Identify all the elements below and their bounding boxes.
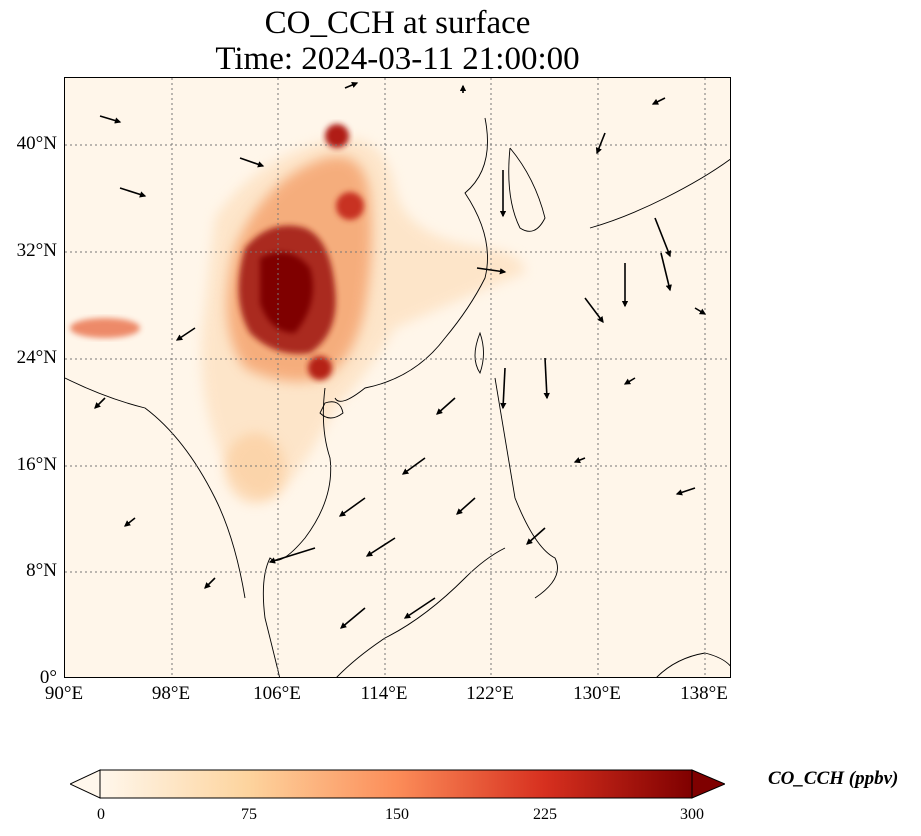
colorbar-gradient — [99, 769, 693, 799]
wind-vector — [204, 577, 216, 589]
wind-vector — [403, 597, 436, 619]
lon-tick-label: 114°E — [360, 683, 408, 704]
myanmar-border — [65, 377, 246, 599]
colorbar-extend-max — [691, 769, 725, 799]
china-coast — [334, 117, 488, 402]
hotspot-southeast — [308, 356, 332, 380]
lat-tick-label: 32°N — [16, 240, 57, 261]
map-canvas — [65, 78, 730, 677]
lon-tick-label: 98°E — [151, 683, 191, 704]
map-panel — [64, 77, 731, 678]
hotspot-north — [325, 124, 349, 148]
wind-vector — [268, 547, 316, 564]
indochina-coast — [262, 387, 332, 677]
wind-vector — [584, 297, 604, 324]
plume-indochina — [225, 433, 285, 503]
wind-vector — [340, 607, 366, 629]
lat-tick-label: 24°N — [16, 347, 57, 368]
plume-core — [260, 252, 313, 333]
wind-vector — [500, 367, 507, 410]
wind-vector — [623, 377, 636, 385]
wind-vector — [595, 132, 606, 155]
lon-tick-label: 122°E — [466, 683, 514, 704]
concentration-field — [70, 124, 525, 503]
plume-west — [70, 318, 140, 338]
wind-vector — [526, 527, 546, 545]
colorbar-tick-label: 75 — [241, 806, 257, 823]
korea-peninsula — [508, 147, 546, 232]
wind-vector — [401, 457, 426, 475]
coastlines — [65, 117, 730, 677]
hainan-island — [319, 401, 344, 419]
lon-tick-label: 138°E — [680, 683, 728, 704]
wind-vector — [99, 115, 122, 124]
wind-vector — [365, 537, 396, 557]
lon-tick-label: 106°E — [253, 683, 301, 704]
lon-tick-label: 90°E — [44, 683, 84, 704]
colorbar-tick-label: 300 — [680, 806, 704, 823]
wind-vectors — [94, 82, 707, 629]
wind-vector — [119, 187, 147, 198]
colorbar-extend-min — [70, 769, 101, 799]
gridlines — [65, 78, 730, 677]
wind-vector — [543, 357, 550, 400]
malay-borneo — [336, 547, 506, 677]
colorbar-tick-label: 225 — [533, 806, 557, 823]
wind-vector — [124, 517, 136, 527]
wind-vector — [94, 397, 106, 409]
lon-tick-label: 130°E — [573, 683, 621, 704]
map-subtitle-time: Time: 2024-03-11 21:00:00 — [215, 41, 580, 77]
hotspot-northeast — [336, 192, 364, 220]
colorbar-tick-label: 0 — [97, 806, 105, 823]
colorbar-label: CO_CCH (ppbv) — [768, 768, 899, 789]
wind-vector — [239, 157, 265, 168]
wind-vector — [694, 307, 707, 315]
wind-vector — [476, 267, 507, 275]
map-title: CO_CCH at surface — [264, 5, 531, 41]
wind-vector — [436, 397, 456, 415]
new-guinea — [656, 652, 730, 677]
philippines — [494, 377, 558, 599]
wind-vector — [456, 497, 476, 515]
lat-tick-label: 16°N — [16, 454, 57, 475]
wind-vector — [654, 217, 672, 258]
wind-vector — [338, 497, 366, 517]
wind-vector — [344, 82, 359, 89]
lat-tick-label: 8°N — [26, 560, 57, 581]
japan-kyushu-honshu — [589, 158, 730, 229]
lat-tick-label: 40°N — [16, 133, 57, 154]
wind-vector — [651, 97, 666, 105]
colorbar-tick-label: 150 — [385, 806, 409, 823]
colorbar — [70, 769, 725, 799]
wind-vector — [660, 252, 672, 292]
wind-vector — [175, 327, 196, 341]
lat-tick-label: 0° — [39, 667, 57, 688]
taiwan-island — [474, 331, 484, 375]
wind-vector — [573, 457, 586, 464]
wind-vector — [675, 487, 696, 496]
